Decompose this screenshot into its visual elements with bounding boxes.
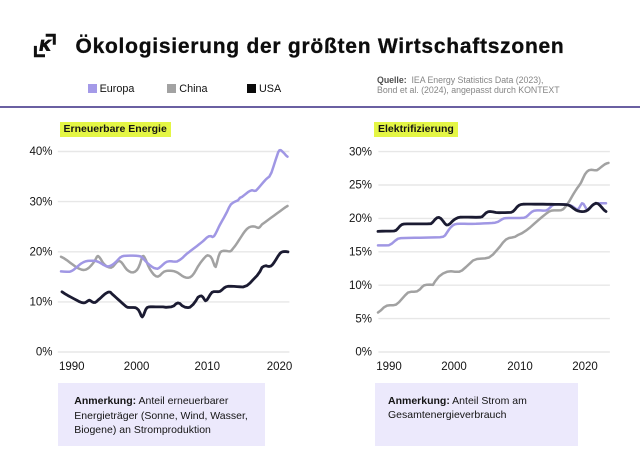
svg-text:2020: 2020: [572, 361, 598, 373]
svg-text:2010: 2010: [195, 361, 221, 373]
svg-text:2000: 2000: [124, 361, 150, 373]
svg-text:0%: 0%: [355, 347, 372, 359]
svg-text:30%: 30%: [29, 196, 52, 208]
svg-text:2020: 2020: [267, 361, 293, 373]
svg-text:1990: 1990: [59, 361, 85, 373]
svg-text:20%: 20%: [29, 247, 52, 259]
svg-text:1990: 1990: [376, 361, 402, 373]
svg-text:5%: 5%: [355, 313, 372, 325]
svg-text:10%: 10%: [349, 280, 372, 292]
svg-text:10%: 10%: [29, 297, 52, 309]
svg-text:25%: 25%: [349, 180, 372, 192]
svg-text:20%: 20%: [349, 213, 372, 225]
svg-text:15%: 15%: [349, 247, 372, 259]
svg-text:2010: 2010: [507, 361, 533, 373]
svg-text:2000: 2000: [441, 361, 467, 373]
svg-text:30%: 30%: [349, 146, 372, 158]
svg-text:0%: 0%: [36, 347, 53, 359]
svg-text:40%: 40%: [29, 146, 52, 158]
